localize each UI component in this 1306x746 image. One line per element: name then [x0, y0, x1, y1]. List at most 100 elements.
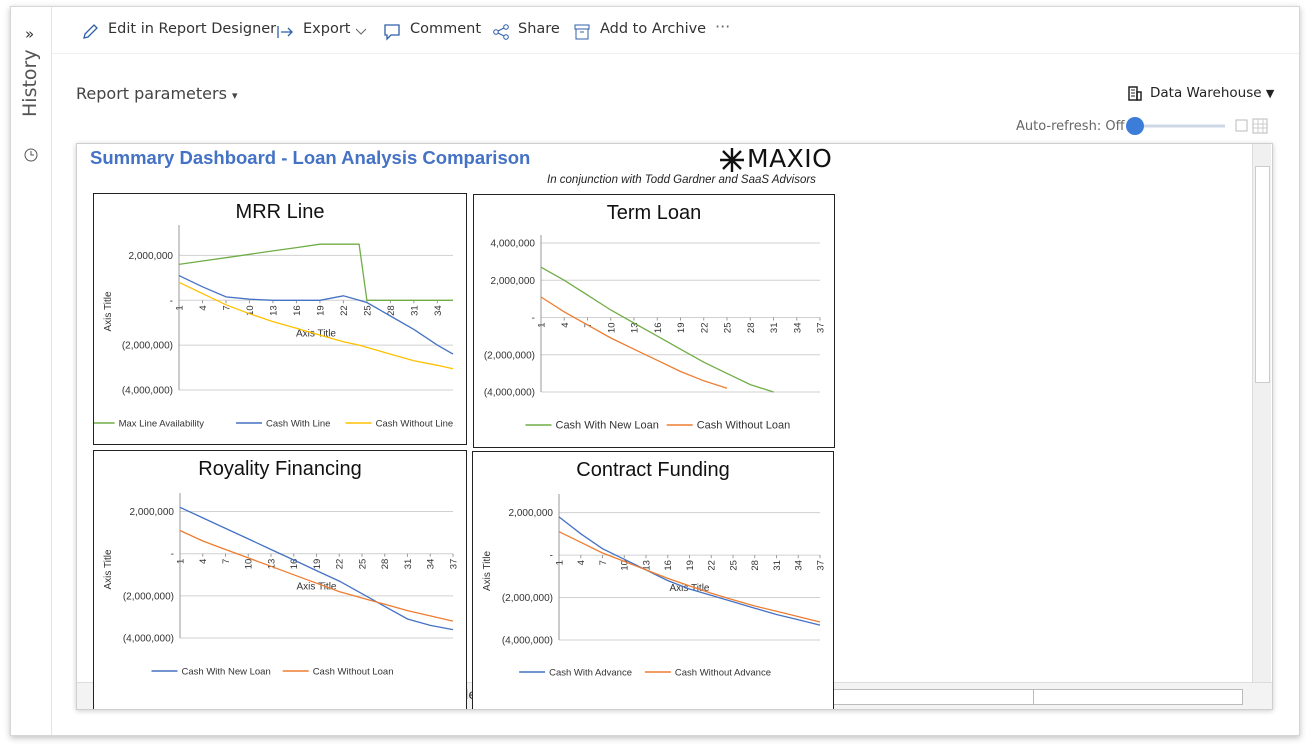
legend-label: Cash With Line: [266, 419, 330, 430]
series-line: [540, 296, 728, 389]
legend-label: Cash With New Loan: [556, 420, 659, 432]
x-tick-label: 7: [221, 559, 232, 564]
y-tick-label: 2,000,000: [491, 276, 536, 287]
x-tick-label: 28: [750, 560, 761, 571]
x-tick-label: 4: [560, 323, 571, 328]
toolbar-button[interactable]: Comment: [410, 21, 482, 37]
x-tick-label: 19: [312, 559, 323, 570]
y-tick-label: -: [550, 551, 553, 562]
series-line: [178, 275, 454, 355]
vertical-scrollbar[interactable]: [1252, 144, 1271, 682]
x-tick-label: 25: [723, 323, 734, 334]
x-axis-title: Axis Title: [296, 582, 336, 593]
x-tick-label: 28: [386, 305, 397, 316]
chart: Term Loan 4,000,000 2,000,000 - (2,000,000) (…: [484, 202, 827, 432]
x-tick-label: 28: [380, 559, 391, 570]
x-tick-label: 37: [816, 560, 827, 571]
legend-label: Cash Without Loan: [313, 667, 394, 678]
series-line: [558, 531, 821, 623]
x-tick-label: 10: [245, 305, 256, 316]
x-tick-label: 37: [816, 323, 827, 334]
x-tick-label: 25: [729, 560, 740, 571]
x-tick-label: 7: [221, 305, 232, 310]
x-tick-label: 1: [537, 323, 548, 328]
x-tick-label: 19: [685, 560, 696, 571]
comment-icon: [384, 24, 400, 41]
chart-title: Royality Financing: [198, 458, 361, 480]
y-tick-label: -: [170, 296, 173, 307]
chart-panel: Term Loan 4,000,000 2,000,000 - (2,000,000) (…: [473, 194, 835, 448]
x-tick-label: 37: [449, 559, 460, 570]
y-tick-label: 4,000,000: [491, 239, 536, 250]
series-line: [179, 506, 454, 631]
chevron-icon: [355, 28, 367, 35]
x-tick-label: 19: [315, 305, 326, 316]
x-tick-label: 1: [555, 560, 566, 565]
x-tick-label: 4: [576, 560, 587, 565]
x-tick-label: 16: [663, 560, 674, 571]
chart-panel: Royality Financing 2,000,000 - (2,000,000) (…: [93, 450, 467, 709]
x-tick-label: 13: [630, 323, 641, 334]
data-source[interactable]: Data Warehouse ▼: [1150, 85, 1275, 101]
chart: Contract Funding 2,000,000 - (2,000,000) (4,…: [482, 459, 827, 679]
y-tick-label: 2,000,000: [509, 508, 554, 519]
y-tick-label: (2,000,000): [502, 593, 553, 604]
x-tick-label: 10: [244, 559, 255, 570]
toolbar-button[interactable]: Add to Archive: [600, 21, 707, 37]
x-tick-label: 16: [292, 305, 303, 316]
x-tick-label: 31: [772, 560, 783, 571]
legend-label: Cash Without Advance: [675, 668, 771, 679]
pencil-icon: [83, 24, 98, 39]
y-tick-label: (2,000,000): [123, 591, 174, 602]
y-tick-label: (4,000,000): [484, 388, 535, 399]
x-tick-label: 34: [433, 305, 444, 316]
data-source-label: Data Warehouse: [1150, 85, 1262, 101]
share-icon: [493, 24, 509, 40]
chart-panel: MRR Line 2,000,000 - (2,000,000) (4,000,000)…: [93, 193, 467, 445]
y-tick-label: 2,000,000: [129, 251, 174, 262]
toolbar-button[interactable]: Export: [303, 21, 351, 37]
x-tick-label: 34: [794, 560, 805, 571]
chart-title: Term Loan: [607, 202, 702, 224]
legend-label: Cash With Advance: [549, 668, 632, 679]
x-tick-label: 10: [620, 560, 631, 571]
y-axis-title: Axis Title: [103, 549, 114, 589]
auto-refresh-slider[interactable]: [1123, 115, 1273, 137]
y-tick-label: (2,000,000): [484, 350, 535, 361]
x-tick-label: 16: [289, 559, 300, 570]
more-button[interactable]: ···: [715, 17, 731, 36]
x-tick-label: 13: [267, 559, 278, 570]
x-tick-label: 22: [339, 305, 350, 316]
report-parameters[interactable]: Report parameters ▾: [76, 84, 238, 103]
toolbar-button[interactable]: Share: [518, 21, 560, 37]
x-tick-label: 31: [409, 305, 420, 316]
history-label[interactable]: History: [19, 49, 41, 117]
series-line: [558, 516, 821, 626]
legend-label: Cash Without Loan: [697, 420, 791, 432]
building-icon: [1128, 86, 1142, 101]
y-tick-label: 2,000,000: [130, 507, 175, 518]
x-tick-label: 19: [676, 323, 687, 334]
horizontal-scrollbar[interactable]: [783, 689, 1243, 705]
x-tick-label: 25: [358, 559, 369, 570]
report-viewer: Summary Dashboard - Loan Analysis Compar…: [76, 143, 1273, 710]
chart-panel: Contract Funding 2,000,000 - (2,000,000) (4,…: [472, 451, 834, 709]
x-tick-label: 1: [176, 559, 187, 564]
dashboard-subtitle: In conjunction with Todd Gardner and Saa…: [547, 174, 816, 186]
x-tick-label: 13: [268, 305, 279, 316]
logo-icon: [720, 148, 744, 172]
y-axis-title: Axis Title: [103, 291, 114, 331]
chart: MRR Line 2,000,000 - (2,000,000) (4,000,000)…: [94, 201, 454, 430]
x-tick-label: 34: [426, 559, 437, 570]
expand-button[interactable]: »: [25, 25, 35, 43]
x-tick-label: 13: [642, 560, 653, 571]
x-tick-label: 31: [403, 559, 414, 570]
toolbar-button[interactable]: Edit in Report Designer: [108, 21, 277, 37]
x-tick-label: 31: [769, 323, 780, 334]
x-tick-label: 25: [362, 305, 373, 316]
export-icon: [277, 26, 293, 38]
x-tick-label: 10: [606, 323, 617, 334]
x-tick-label: 28: [746, 323, 757, 334]
clock-icon: [24, 148, 38, 162]
